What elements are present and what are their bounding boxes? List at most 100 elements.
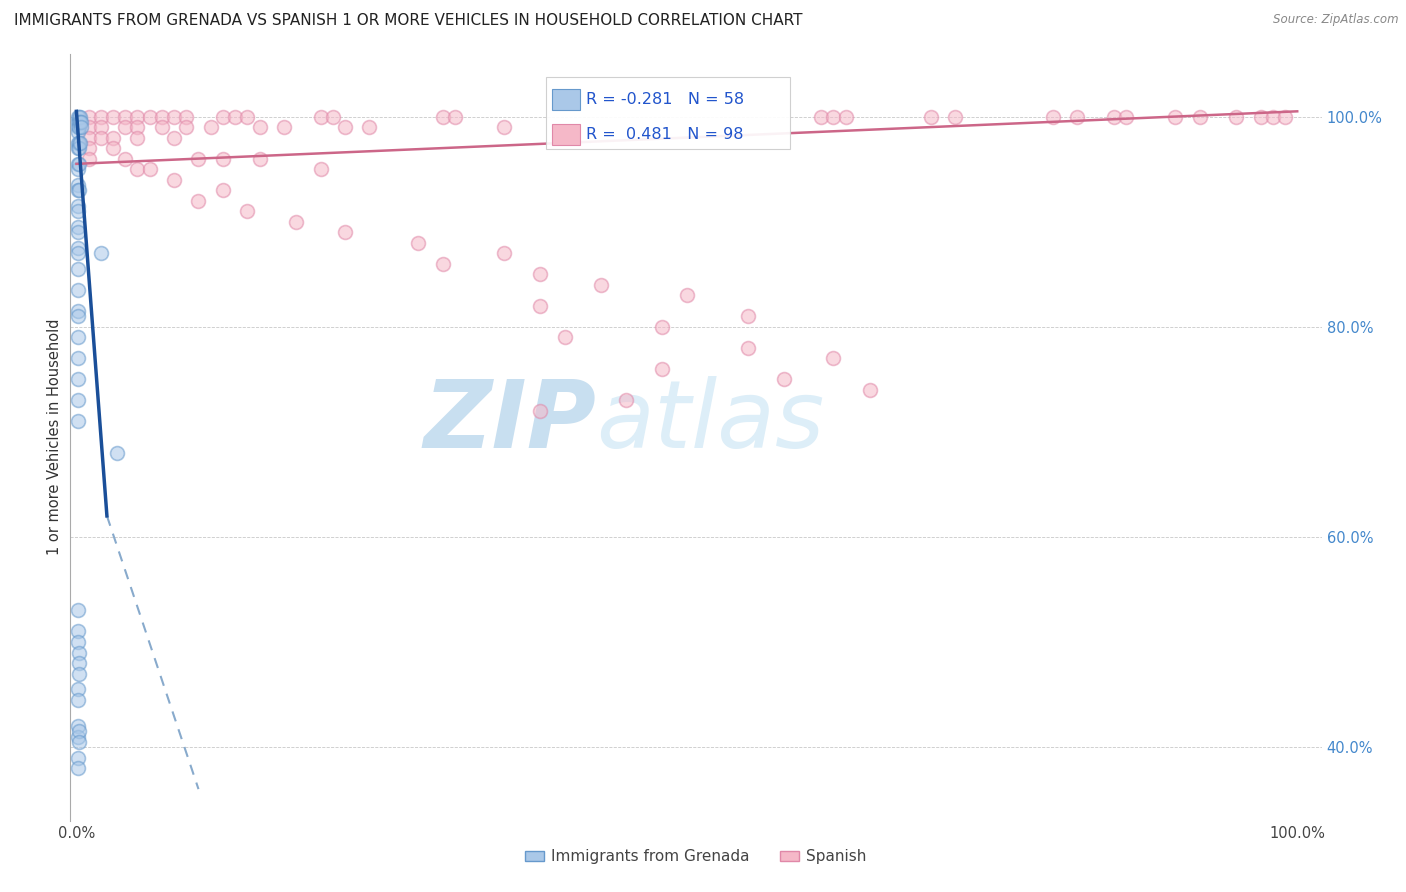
Point	[834, 110, 856, 124]
Text: atlas: atlas	[596, 376, 824, 467]
Point	[1250, 110, 1272, 124]
Point	[859, 383, 882, 397]
Point	[444, 110, 467, 124]
Point	[810, 110, 832, 124]
Point	[114, 152, 136, 166]
Point	[823, 110, 845, 124]
Point	[66, 682, 89, 697]
Point	[529, 267, 551, 281]
Point	[66, 199, 89, 213]
Point	[554, 330, 576, 344]
Point	[66, 246, 89, 260]
Point	[187, 194, 209, 208]
Point	[150, 110, 173, 124]
Point	[675, 288, 697, 302]
Point	[1164, 110, 1187, 124]
Point	[66, 283, 89, 297]
Point	[66, 120, 89, 134]
Point	[67, 120, 90, 134]
Point	[67, 115, 90, 129]
Text: Source: ZipAtlas.com: Source: ZipAtlas.com	[1274, 13, 1399, 27]
Point	[236, 110, 259, 124]
Point	[651, 319, 673, 334]
Point	[285, 214, 308, 228]
Point	[187, 152, 209, 166]
Point	[67, 646, 90, 660]
Point	[138, 162, 160, 177]
Point	[101, 110, 124, 124]
Legend: Immigrants from Grenada, Spanish: Immigrants from Grenada, Spanish	[519, 843, 873, 871]
FancyBboxPatch shape	[553, 124, 579, 145]
Point	[69, 136, 91, 150]
Point	[90, 246, 112, 260]
Point	[66, 162, 89, 177]
Point	[90, 130, 112, 145]
FancyBboxPatch shape	[546, 77, 790, 150]
Point	[174, 120, 197, 134]
Point	[174, 110, 197, 124]
Text: ZIP: ZIP	[423, 376, 596, 467]
Point	[66, 603, 89, 617]
Point	[1225, 110, 1247, 124]
Point	[359, 120, 381, 134]
Point	[66, 262, 89, 277]
Point	[200, 120, 222, 134]
Point	[66, 219, 89, 234]
Point	[66, 635, 89, 649]
Point	[66, 393, 89, 408]
Point	[823, 351, 845, 366]
Point	[66, 204, 89, 219]
Point	[101, 130, 124, 145]
Point	[77, 120, 100, 134]
Point	[66, 330, 89, 344]
Point	[67, 666, 90, 681]
Point	[70, 120, 93, 134]
Point	[138, 110, 160, 124]
Point	[67, 724, 90, 739]
Point	[105, 446, 128, 460]
Point	[492, 246, 515, 260]
Point	[212, 110, 235, 124]
Point	[236, 204, 259, 219]
Point	[163, 130, 186, 145]
Point	[651, 361, 673, 376]
Point	[66, 351, 89, 366]
Point	[1066, 110, 1088, 124]
Point	[77, 130, 100, 145]
Point	[406, 235, 429, 250]
Point	[920, 110, 942, 124]
Point	[150, 120, 173, 134]
Point	[67, 141, 90, 155]
Point	[114, 120, 136, 134]
Point	[69, 115, 91, 129]
Point	[66, 136, 89, 150]
Point	[432, 110, 454, 124]
Point	[66, 183, 89, 197]
Point	[66, 110, 89, 124]
Point	[66, 141, 89, 155]
Point	[737, 341, 759, 355]
Point	[69, 110, 91, 124]
Point	[224, 110, 246, 124]
Point	[163, 172, 186, 186]
Point	[67, 735, 90, 749]
Point	[773, 372, 796, 386]
Point	[66, 225, 89, 239]
Point	[66, 624, 89, 639]
Point	[66, 178, 89, 192]
Point	[1188, 110, 1211, 124]
Point	[529, 299, 551, 313]
Point	[492, 120, 515, 134]
Point	[249, 120, 271, 134]
Point	[1042, 110, 1064, 124]
Y-axis label: 1 or more Vehicles in Household: 1 or more Vehicles in Household	[46, 318, 62, 556]
Point	[614, 393, 637, 408]
Point	[66, 693, 89, 707]
Point	[66, 304, 89, 318]
Point	[101, 141, 124, 155]
Point	[309, 162, 332, 177]
Point	[309, 110, 332, 124]
Point	[90, 120, 112, 134]
Point	[66, 761, 89, 775]
Point	[66, 414, 89, 428]
